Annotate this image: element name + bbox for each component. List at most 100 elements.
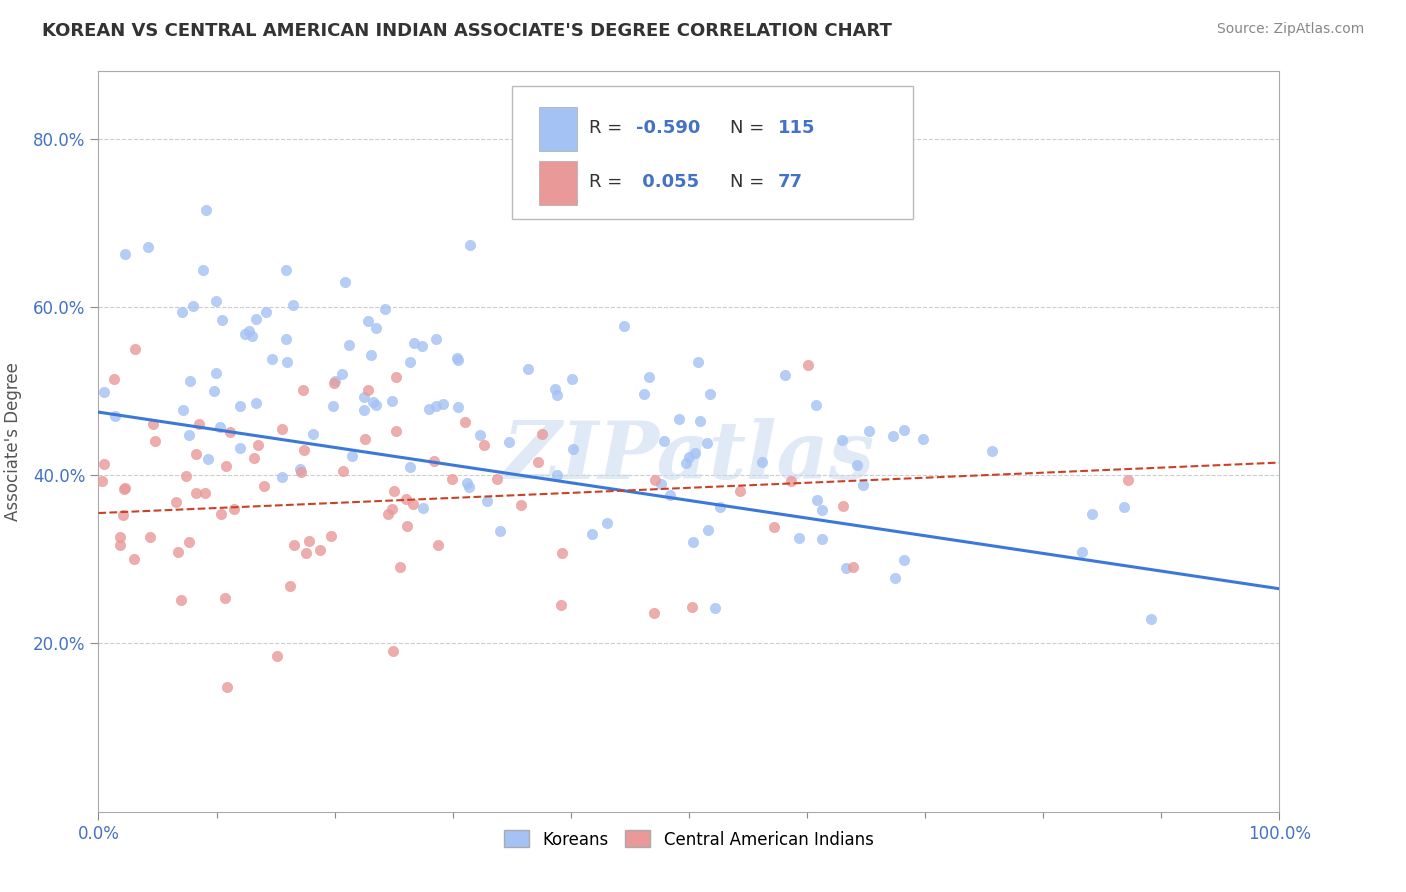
Text: R =: R = — [589, 173, 627, 192]
Point — [595, 516, 617, 530]
Point — [447, 352, 470, 367]
Point — [399, 460, 422, 475]
Point — [787, 532, 810, 546]
Point — [381, 501, 404, 516]
Point — [981, 444, 1004, 458]
Point — [170, 304, 193, 318]
Point — [319, 529, 342, 543]
Point — [1081, 508, 1104, 522]
Point — [238, 324, 260, 338]
Point — [425, 332, 447, 346]
Legend: Koreans, Central American Indians: Koreans, Central American Indians — [498, 823, 880, 855]
Point — [526, 455, 548, 469]
Point — [245, 396, 267, 410]
Point — [835, 561, 858, 575]
Point — [644, 473, 666, 487]
Point — [353, 402, 375, 417]
FancyBboxPatch shape — [512, 87, 914, 219]
Point — [209, 420, 232, 434]
Point — [395, 491, 418, 506]
Point — [291, 384, 314, 398]
Point — [489, 524, 512, 538]
Point — [122, 552, 145, 566]
Point — [382, 484, 405, 499]
Point — [309, 543, 332, 558]
Point — [364, 398, 387, 412]
Point — [530, 426, 553, 441]
Point — [194, 486, 217, 500]
Point — [696, 435, 718, 450]
Point — [411, 338, 433, 352]
Point — [211, 313, 233, 327]
Text: ZIPatlas: ZIPatlas — [503, 417, 875, 495]
Point — [353, 390, 375, 404]
Point — [281, 298, 304, 312]
Point — [613, 319, 636, 334]
Point — [388, 559, 411, 574]
Point — [699, 386, 721, 401]
Point — [357, 384, 380, 398]
Point — [124, 342, 146, 356]
Point — [811, 532, 834, 546]
Point — [330, 367, 353, 381]
Point — [294, 546, 316, 560]
Point — [806, 493, 828, 508]
Point — [675, 456, 697, 470]
Text: N =: N = — [730, 173, 770, 192]
Point — [292, 442, 315, 457]
Point — [633, 386, 655, 401]
Point — [361, 394, 384, 409]
Point — [172, 402, 194, 417]
Point — [177, 428, 200, 442]
Point — [643, 606, 665, 620]
Point — [412, 501, 434, 516]
Point — [780, 475, 803, 489]
Point — [360, 348, 382, 362]
Point — [205, 294, 228, 309]
Point — [689, 414, 711, 428]
Point — [831, 499, 853, 513]
Point — [447, 400, 470, 414]
Point — [893, 553, 915, 567]
Point — [425, 400, 447, 414]
Point — [243, 451, 266, 466]
Point — [385, 370, 408, 384]
Point — [280, 579, 302, 593]
Point — [357, 314, 380, 328]
Point — [550, 598, 572, 612]
Point — [678, 450, 700, 465]
Point — [209, 507, 232, 521]
Point — [322, 400, 344, 414]
Point — [544, 382, 567, 396]
Point — [323, 374, 346, 388]
Point — [333, 276, 356, 290]
Point — [166, 495, 188, 509]
Point — [551, 546, 574, 560]
Point — [454, 415, 477, 429]
Point — [458, 238, 481, 252]
Point — [638, 370, 661, 384]
Point — [762, 519, 785, 533]
Point — [290, 465, 312, 479]
Point — [233, 327, 256, 342]
Point — [810, 503, 832, 517]
Point — [882, 428, 904, 442]
Point — [472, 438, 495, 452]
Point — [364, 320, 387, 334]
Point — [498, 435, 520, 450]
FancyBboxPatch shape — [538, 161, 576, 204]
Point — [290, 462, 312, 476]
Point — [114, 481, 136, 495]
Point — [682, 534, 704, 549]
Point — [681, 600, 703, 615]
Point — [228, 441, 250, 455]
Point — [509, 498, 531, 512]
Point — [245, 312, 267, 326]
Point — [377, 507, 399, 521]
Point — [399, 354, 422, 368]
Point — [728, 484, 751, 499]
Point — [254, 305, 277, 319]
Point — [283, 538, 305, 552]
Point — [93, 458, 115, 472]
Point — [683, 446, 706, 460]
